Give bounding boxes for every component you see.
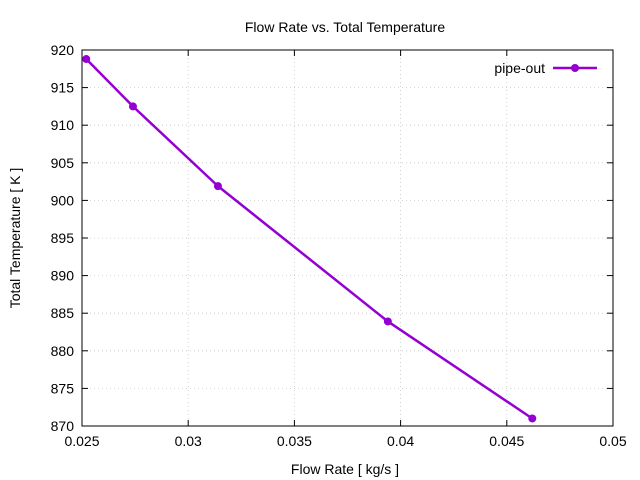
y-tick-label: 870 (51, 418, 75, 434)
data-point (128, 102, 137, 111)
x-tick-labels: 0.025 0.03 0.035 0.04 0.045 0.05 (64, 433, 626, 449)
plot-frame (81, 49, 614, 427)
x-tick-label: 0.04 (387, 433, 414, 449)
data-point (383, 317, 392, 326)
legend-marker-swatch (571, 64, 579, 72)
data-point (82, 55, 91, 64)
x-tick-label: 0.03 (175, 433, 202, 449)
x-tick-label: 0.045 (489, 433, 524, 449)
y-tick-label: 890 (51, 268, 75, 284)
x-tick-label: 0.035 (277, 433, 312, 449)
y-tick-label: 915 (51, 80, 75, 96)
y-tick-label: 875 (51, 380, 75, 396)
y-tick-labels: 870 875 880 885 890 895 900 905 910 915 920 (51, 42, 75, 434)
y-tick-label: 900 (51, 192, 75, 208)
legend-label: pipe-out (494, 60, 545, 76)
data-point (528, 414, 537, 423)
y-tick-label: 880 (51, 343, 75, 359)
ticks (81, 49, 614, 427)
data-point (213, 182, 222, 191)
series-line (85, 58, 533, 420)
chart-title: Flow Rate vs. Total Temperature (245, 19, 445, 35)
y-tick-label: 905 (51, 155, 75, 171)
y-tick-label: 885 (51, 305, 75, 321)
grid (82, 50, 613, 426)
x-tick-label: 0.05 (599, 433, 626, 449)
y-tick-label: 910 (51, 117, 75, 133)
y-axis-label: Total Temperature [ K ] (7, 168, 23, 309)
x-tick-label: 0.025 (64, 433, 99, 449)
series (82, 55, 537, 423)
x-axis-label: Flow Rate [ kg/s ] (291, 461, 399, 477)
legend: pipe-out (494, 60, 597, 76)
y-tick-label: 895 (51, 230, 75, 246)
y-tick-label: 920 (51, 42, 75, 58)
